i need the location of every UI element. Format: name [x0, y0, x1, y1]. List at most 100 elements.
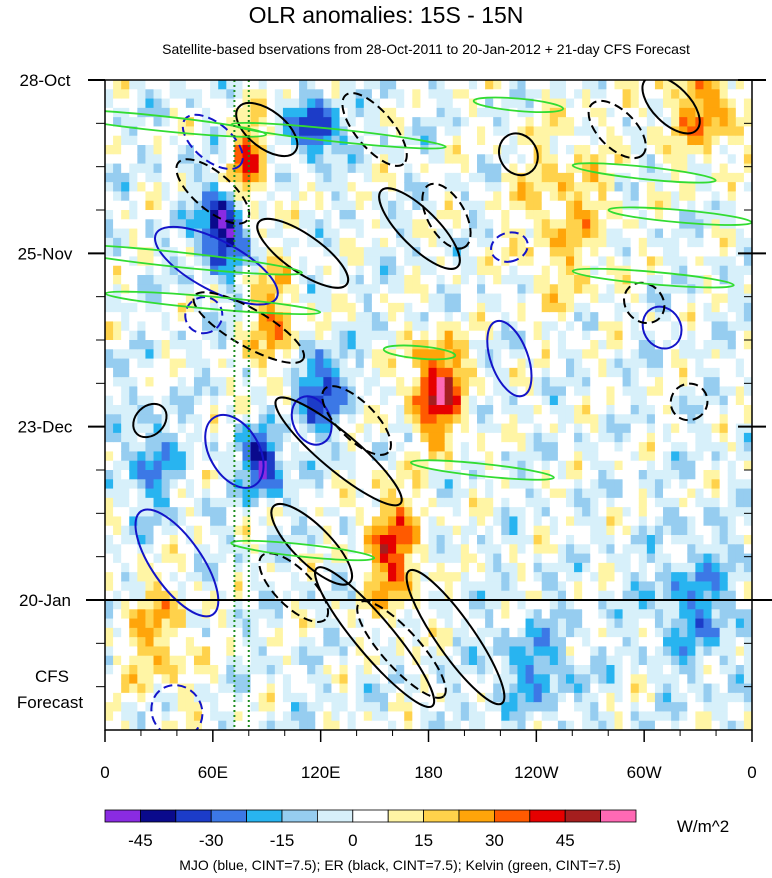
- heat-cell: [396, 562, 405, 573]
- heat-cell: [412, 98, 422, 109]
- heat-cell: [541, 321, 551, 332]
- heat-cell: [355, 80, 365, 90]
- heat-cell: [299, 674, 308, 685]
- heat-cell: [323, 228, 333, 239]
- heat-cell: [574, 562, 583, 573]
- heat-cell: [315, 172, 324, 183]
- heat-cell: [210, 692, 219, 703]
- heat-cell: [509, 358, 519, 369]
- heat-cell: [622, 367, 632, 378]
- heat-cell: [517, 507, 527, 518]
- heat-cell: [226, 590, 236, 601]
- heat-cell: [355, 312, 365, 323]
- heat-cell: [363, 535, 373, 545]
- heat-cell: [549, 172, 559, 183]
- heat-cell: [646, 265, 656, 276]
- heat-cell: [525, 488, 535, 499]
- heat-cell: [630, 562, 640, 573]
- heat-cell: [355, 172, 365, 183]
- heat-cell: [404, 609, 413, 620]
- heat-cell: [355, 488, 365, 499]
- heat-cell: [614, 470, 624, 480]
- heat-cell: [614, 98, 624, 109]
- heat-cell: [622, 80, 632, 90]
- heat-cell: [145, 163, 155, 174]
- heat-cell: [525, 312, 535, 323]
- heat-cell: [485, 497, 494, 508]
- heat-cell: [630, 683, 640, 694]
- heat-cell: [541, 275, 551, 285]
- heat-cell: [323, 451, 333, 462]
- heat-cell: [193, 330, 203, 341]
- heat-cell: [663, 117, 672, 128]
- heat-cell: [202, 237, 211, 248]
- heat-cell: [218, 479, 227, 490]
- heat-cell: [574, 395, 583, 406]
- heat-cell: [307, 683, 316, 694]
- heat-cell: [582, 98, 591, 109]
- heat-cell: [153, 711, 163, 722]
- heat-cell: [153, 312, 163, 323]
- heat-cell: [299, 163, 308, 174]
- heat-cell: [460, 535, 470, 545]
- heat-cell: [339, 340, 349, 350]
- heat-cell: [614, 302, 624, 313]
- heat-cell: [161, 182, 171, 193]
- heat-cell: [113, 349, 122, 360]
- heat-cell: [218, 377, 227, 388]
- heat-cell: [517, 711, 527, 722]
- heat-cell: [307, 247, 316, 258]
- heat-cell: [299, 228, 308, 239]
- heat-cell: [258, 535, 268, 545]
- heat-cell: [210, 618, 219, 629]
- heat-cell: [388, 525, 397, 536]
- heat-cell: [339, 581, 349, 592]
- heat-cell: [105, 451, 114, 462]
- heat-cell: [388, 414, 397, 425]
- heat-cell: [291, 720, 300, 730]
- heat-cell: [533, 321, 543, 332]
- heat-cell: [646, 692, 656, 703]
- heat-cell: [671, 507, 680, 518]
- heat-cell: [266, 414, 276, 425]
- heat-cell: [606, 117, 616, 128]
- heat-cell: [525, 590, 535, 601]
- heat-cell: [282, 665, 292, 675]
- heat-cell: [339, 432, 349, 443]
- heat-cell: [654, 590, 664, 601]
- heat-cell: [218, 284, 227, 295]
- heat-cell: [533, 219, 543, 230]
- heat-cell: [412, 627, 422, 638]
- heat-cell: [258, 432, 268, 443]
- heat-cell: [113, 507, 122, 518]
- heat-cell: [420, 683, 430, 694]
- heat-cell: [565, 665, 575, 675]
- heat-cell: [452, 562, 462, 573]
- heat-cell: [250, 228, 260, 239]
- heat-cell: [105, 405, 114, 415]
- heat-cell: [193, 488, 203, 499]
- heat-cell: [468, 330, 478, 341]
- heat-cell: [460, 655, 470, 666]
- heat-cell: [218, 386, 227, 397]
- heat-cell: [250, 172, 260, 183]
- heat-cell: [169, 98, 179, 109]
- heat-cell: [614, 562, 624, 573]
- heat-cell: [145, 692, 155, 703]
- heat-cell: [565, 145, 575, 155]
- heat-cell: [630, 590, 640, 601]
- heat-cell: [210, 219, 219, 230]
- heat-cell: [129, 711, 138, 722]
- heat-cell: [226, 460, 236, 471]
- heat-cell: [557, 349, 567, 360]
- heat-cell: [379, 386, 389, 397]
- heat-cell: [606, 627, 616, 638]
- heat-cell: [282, 302, 292, 313]
- heat-cell: [258, 237, 268, 248]
- heat-cell: [582, 581, 591, 592]
- heat-cell: [549, 321, 559, 332]
- heat-cell: [549, 135, 559, 146]
- heat-cell: [606, 98, 616, 109]
- heat-cell: [177, 163, 187, 174]
- heat-cell: [420, 98, 430, 109]
